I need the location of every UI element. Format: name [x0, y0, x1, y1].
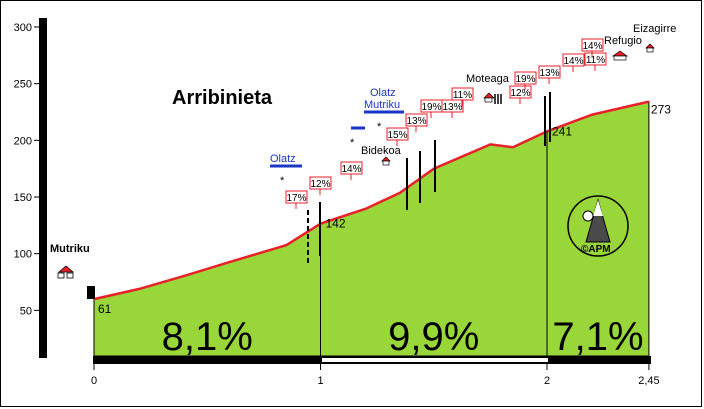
y-tick-label: 300 [14, 22, 32, 34]
y-tick-label: 50 [20, 305, 32, 317]
grade-label: 14% [340, 161, 363, 180]
place-refugio: Refugio [604, 35, 642, 61]
chart-title: Arribinieta [172, 87, 273, 109]
junction-asterisk: * [350, 137, 355, 149]
x-axis: 0 1 2 2,45 [91, 364, 660, 387]
altitude-scale-bar [39, 18, 47, 358]
grade-text: 11% [453, 90, 472, 101]
segment-grade: 9,9% [388, 315, 479, 359]
grade-text: 14% [582, 41, 602, 52]
svg-text:Olatz: Olatz [270, 153, 296, 165]
grade-text: 13% [442, 102, 462, 113]
y-tick-label: 100 [14, 249, 32, 261]
y-tick-label: 150 [14, 192, 32, 204]
altitude-labels: 61 142 241 273 [98, 103, 671, 317]
grade-label: 15% [386, 127, 409, 146]
svg-text:Mutriku: Mutriku [50, 243, 90, 255]
x-tick-label: 2 [544, 375, 550, 387]
grade-label: 17% [285, 190, 308, 209]
svg-text:Refugio: Refugio [604, 35, 642, 47]
y-tick-label: 250 [14, 79, 32, 91]
segment-grade: 7,1% [552, 315, 643, 359]
grade-label: 11% [584, 52, 607, 71]
svg-text:Bidekoa: Bidekoa [361, 145, 402, 157]
grade-text: 19% [515, 74, 535, 85]
segment-grade: 8,1% [162, 315, 253, 359]
y-tick-label: 200 [14, 135, 32, 147]
grade-label: 11% [451, 87, 474, 106]
grade-text: 14% [563, 56, 583, 67]
grade-text: 14% [341, 164, 361, 175]
svg-text:Moteaga: Moteaga [466, 73, 510, 85]
grade-text: 15% [387, 130, 407, 141]
grade-label: 19% [514, 71, 537, 90]
segment-grades: 8,1% 9,9% 7,1% [162, 315, 644, 359]
altitude-label: 273 [651, 103, 671, 117]
grade-label: 12% [309, 176, 332, 195]
altitude-label: 142 [326, 217, 346, 231]
apm-logo: ©APM [567, 195, 629, 257]
junction-asterisk: * [280, 175, 285, 187]
grade-text: 19% [421, 102, 441, 113]
place-mutriku: Mutriku [50, 243, 90, 279]
grade-text: 12% [510, 88, 530, 99]
grade-label: 12% [509, 85, 532, 104]
svg-text:©APM: ©APM [581, 244, 611, 255]
x-tick-label: 2,45 [638, 375, 659, 387]
junction-asterisk: * [377, 121, 382, 133]
base-bar-middle [322, 358, 548, 362]
start-marker [87, 286, 95, 299]
y-axis: 300 250 200 150 100 50 [14, 22, 39, 317]
grade-text: 12% [310, 179, 330, 190]
place-bidekoa: Bidekoa [361, 145, 402, 166]
junction-markers [307, 92, 551, 264]
grade-label: 13% [405, 113, 428, 132]
grade-labels: 17%12%14%15%13%19% 13%11% 12%19%13%14% 11%1… [285, 38, 607, 209]
grade-text: 13% [406, 116, 426, 127]
x-tick-label: 1 [317, 375, 323, 387]
direction-sign-olatz-2: Olatz Mutriku * * [350, 87, 404, 149]
grade-label: 14% [581, 38, 604, 57]
svg-text:Eizagirre: Eizagirre [633, 23, 676, 35]
altitude-label: 61 [98, 302, 112, 316]
place-moteaga: Moteaga [466, 73, 510, 104]
grade-label: 14% [562, 53, 585, 72]
grade-label: 13% [538, 65, 561, 84]
road-line [93, 100, 650, 301]
svg-text:Mutriku: Mutriku [364, 99, 400, 111]
grade-label: 13% [441, 99, 464, 118]
place-eizagirre: Eizagirre [633, 23, 676, 53]
grade-label: 19% [420, 99, 443, 118]
grade-text: 13% [539, 68, 559, 79]
svg-text:Olatz: Olatz [370, 87, 396, 99]
x-tick-label: 0 [91, 375, 97, 387]
grade-text: 11% [586, 55, 605, 66]
direction-sign-olatz-1: Olatz * [270, 153, 302, 187]
grade-text: 17% [286, 193, 306, 204]
altitude-label: 241 [552, 124, 572, 138]
